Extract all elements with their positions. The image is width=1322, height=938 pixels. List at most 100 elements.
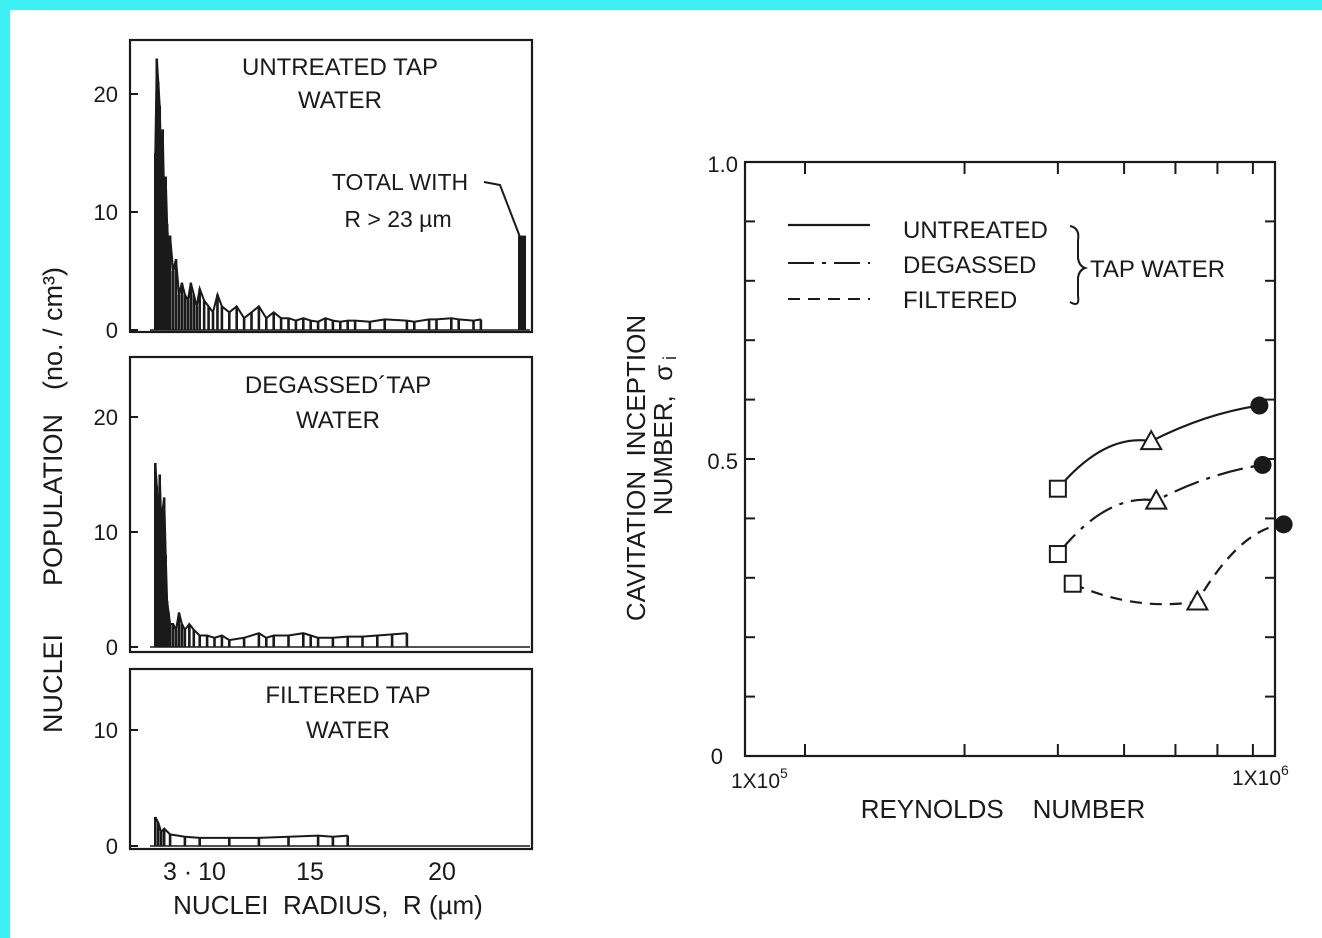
histogram-bar <box>302 318 305 330</box>
histogram-bars <box>150 462 530 648</box>
y-ticks: 20 10 0 <box>94 405 138 660</box>
histogram-bars <box>150 58 530 331</box>
histogram-bar <box>450 318 453 330</box>
histogram-bar <box>272 312 275 330</box>
histogram-bar <box>188 624 191 647</box>
y-tick-label: 0 <box>106 635 118 660</box>
figure-canvas: NUCLEI POPULATION (no. / cm³) UNTREATED TA… <box>38 38 1293 920</box>
y-tick-label: 10 <box>94 718 118 743</box>
histogram-bar <box>361 636 364 647</box>
histogram-bar <box>216 294 219 330</box>
histogram-bar <box>174 629 178 647</box>
x-tick-base: 1X10 <box>731 770 780 793</box>
histogram-bar <box>202 300 206 330</box>
histogram-bar <box>156 532 160 647</box>
histogram-bar <box>316 835 320 846</box>
nuclei-histogram-figure: NUCLEI POPULATION (no. / cm³) UNTREATED TA… <box>38 38 534 920</box>
histogram-bar <box>228 312 231 330</box>
histogram-bar <box>346 320 349 330</box>
legend-label-degassed: DEGASSED <box>903 252 1036 279</box>
nuclei-population-ylabel: NUCLEI POPULATION (no. / cm³) <box>38 267 68 733</box>
histogram-bars <box>150 816 530 847</box>
histogram-bar <box>154 153 157 330</box>
histogram-bar <box>177 612 181 647</box>
histogram-bar <box>435 319 438 330</box>
histogram-bar <box>368 321 372 330</box>
triangle-marker <box>1144 488 1168 510</box>
x-tick-dot: · <box>184 858 192 886</box>
subplot-title: FILTERED TAP <box>265 682 430 709</box>
histogram-bar <box>168 624 172 647</box>
subplot-frame <box>128 38 534 334</box>
histogram-bar <box>294 320 298 330</box>
histogram-bar <box>180 624 184 647</box>
histogram-bar <box>171 624 175 647</box>
x-tick-exp: 5 <box>780 765 788 781</box>
y-tick-label: 0 <box>106 318 118 343</box>
annotation-total-with: TOTAL WITH <box>332 169 468 195</box>
histogram-bar <box>198 288 201 330</box>
cavitation-ylabel-line2: NUMBER, σ <box>648 365 678 515</box>
subplot-title: UNTREATED TAP <box>242 54 438 81</box>
annotation-leader <box>483 181 521 238</box>
legend-brace <box>1069 225 1089 305</box>
histogram-bar <box>331 637 335 647</box>
histogram-bar <box>165 601 169 647</box>
x-tick-label: 1X105 <box>731 765 788 793</box>
y-tick-label: 10 <box>94 520 118 545</box>
legend: UNTREATED DEGASSED FILTERED TAP WATER <box>788 217 1225 314</box>
legend-label-untreated: UNTREATED <box>903 217 1048 244</box>
x-tick-label: 15 <box>296 858 324 886</box>
histogram-bar <box>413 321 416 330</box>
histogram-bar <box>390 634 394 647</box>
x-tick-label: 20 <box>428 858 456 886</box>
histogram-bar <box>211 312 215 330</box>
histogram-bar <box>155 58 159 330</box>
histogram-bar <box>164 176 167 330</box>
histogram-bar <box>154 463 157 647</box>
y-tick-label: 20 <box>94 82 118 107</box>
subplot-untreated: UNTREATED TAP WATER 20 10 0 TOTAL WITH R >… <box>94 38 534 343</box>
histogram-bar <box>154 817 157 846</box>
y-tick-label: 0 <box>711 744 723 769</box>
histogram-bar <box>287 635 290 647</box>
ylabel-word-nuclei: NUCLEI <box>38 634 68 733</box>
histogram-bar <box>257 837 261 846</box>
histogram-bar <box>220 306 224 330</box>
histogram-bar <box>405 633 409 647</box>
subplot-frame <box>128 355 534 654</box>
histogram-bar <box>192 629 196 647</box>
triangle-marker <box>1185 589 1210 611</box>
histogram-bar <box>265 318 268 330</box>
cavitation-ylabel-subscript: i <box>660 356 680 360</box>
histogram-bar <box>198 635 201 647</box>
histogram-bar <box>159 520 163 647</box>
histogram-bar <box>228 837 231 846</box>
histogram-bar <box>250 312 253 330</box>
subplot-title: WATER <box>306 717 390 744</box>
histogram-bar <box>235 306 238 330</box>
histogram-bar <box>167 247 170 330</box>
x-tick-base: 1X10 <box>1232 767 1281 790</box>
subplot-filtered: FILTERED TAP WATER 10 0 <box>94 667 534 859</box>
histogram-bar <box>472 320 475 330</box>
histogram-bar <box>198 837 201 846</box>
histogram-outline <box>154 816 348 839</box>
histogram-bar <box>242 318 246 330</box>
y-ticks: 10 0 <box>94 718 138 859</box>
cavitation-ylabel-line1: CAVITATION INCEPTION <box>621 315 651 621</box>
x-tick-labels: 3 · 10 15 20 <box>163 858 456 886</box>
histogram-bar <box>257 306 261 330</box>
nuclei-radius-xlabel: NUCLEI RADIUS, R (µm) <box>173 890 483 920</box>
y-tick-label: 1.0 <box>707 152 738 177</box>
figure-paper: NUCLEI POPULATION (no. / cm³) UNTREATED TA… <box>10 10 1322 938</box>
y-tick-label: 10 <box>94 200 118 225</box>
histogram-bar <box>162 200 166 330</box>
histogram-bar <box>168 235 172 330</box>
histogram-bar <box>167 612 170 647</box>
histogram-bar <box>205 635 209 647</box>
histogram-bar <box>257 633 261 647</box>
histogram-bar <box>479 319 483 330</box>
circle-marker <box>1250 396 1269 415</box>
histogram-bar <box>353 320 357 330</box>
